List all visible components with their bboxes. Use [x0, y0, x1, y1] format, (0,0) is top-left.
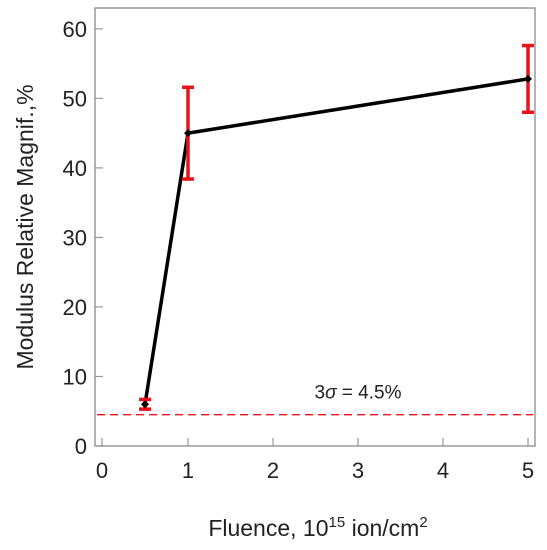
- y-tick-label: 50: [63, 86, 87, 111]
- plot-frame: [94, 7, 536, 447]
- error-bars: [139, 43, 534, 411]
- x-tick-label: 2: [267, 458, 279, 483]
- x-tick-label: 5: [522, 458, 534, 483]
- y-tick-label: 40: [63, 156, 87, 181]
- data-point: [141, 400, 149, 409]
- x-axis-label: Fluence, 1015 ion/cm2: [208, 514, 427, 541]
- data-markers: [141, 74, 532, 409]
- y-tick-label: 30: [63, 225, 87, 250]
- y-tick-label: 20: [63, 295, 87, 320]
- y-tick-label: 10: [63, 364, 87, 389]
- y-axis-label: Modulus Relative Magnif.,%: [12, 84, 38, 369]
- y-tick-label: 0: [75, 434, 87, 459]
- reference-line-label: 3σ = 4.5%: [314, 383, 401, 404]
- x-tick-label: 0: [96, 458, 108, 483]
- data-point: [524, 74, 532, 83]
- x-tick-label: 4: [437, 458, 449, 483]
- x-tick-label: 1: [182, 458, 194, 483]
- series-line: [143, 77, 529, 405]
- y-tick-label: 60: [63, 17, 87, 42]
- data-point: [184, 129, 192, 138]
- x-tick-label: 3: [352, 458, 364, 483]
- y-axis: 0 10 20 30 40 50 60: [63, 17, 103, 459]
- x-axis: 0 1 2 3 4 5: [96, 438, 534, 483]
